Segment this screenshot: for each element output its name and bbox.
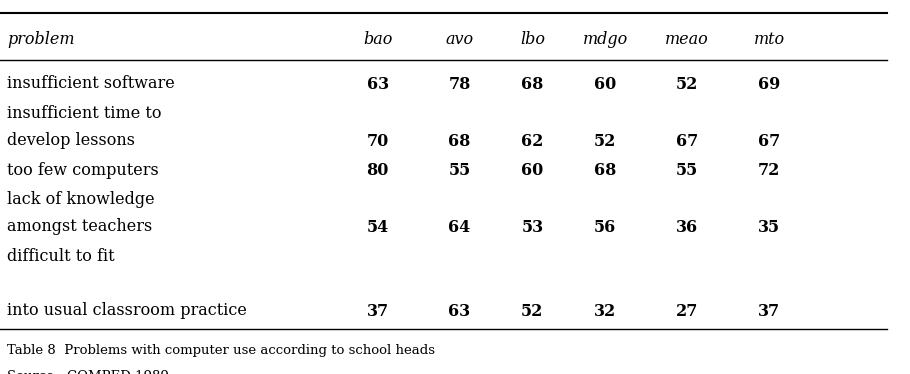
Text: 69: 69 xyxy=(758,76,780,93)
Text: lack of knowledge: lack of knowledge xyxy=(7,191,155,208)
Text: Source:  COMPED 1989: Source: COMPED 1989 xyxy=(7,370,169,374)
Text: mdgo: mdgo xyxy=(582,31,628,48)
Text: 52: 52 xyxy=(676,76,698,93)
Text: 68: 68 xyxy=(521,76,543,93)
Text: 68: 68 xyxy=(594,162,616,180)
Text: 54: 54 xyxy=(367,219,389,236)
Text: 68: 68 xyxy=(449,132,470,150)
Text: 67: 67 xyxy=(758,132,780,150)
Text: 52: 52 xyxy=(521,303,543,320)
Text: amongst teachers: amongst teachers xyxy=(7,218,153,235)
Text: bao: bao xyxy=(363,31,392,48)
Text: 72: 72 xyxy=(758,162,780,180)
Text: lbo: lbo xyxy=(520,31,545,48)
Text: meao: meao xyxy=(665,31,709,48)
Text: 67: 67 xyxy=(676,132,698,150)
Text: 80: 80 xyxy=(367,162,389,180)
Text: 35: 35 xyxy=(758,219,780,236)
Text: develop lessons: develop lessons xyxy=(7,132,136,148)
Text: insufficient time to: insufficient time to xyxy=(7,105,162,122)
Text: 36: 36 xyxy=(676,219,698,236)
Text: 32: 32 xyxy=(594,303,616,320)
Text: 62: 62 xyxy=(521,132,543,150)
Text: into usual classroom practice: into usual classroom practice xyxy=(7,302,248,319)
Text: avo: avo xyxy=(446,31,473,48)
Text: too few computers: too few computers xyxy=(7,162,159,178)
Text: 56: 56 xyxy=(594,219,616,236)
Text: Table 8  Problems with computer use according to school heads: Table 8 Problems with computer use accor… xyxy=(7,344,435,357)
Text: 63: 63 xyxy=(449,303,470,320)
Text: difficult to fit: difficult to fit xyxy=(7,248,115,265)
Text: 55: 55 xyxy=(676,162,698,180)
Text: 37: 37 xyxy=(758,303,780,320)
Text: insufficient software: insufficient software xyxy=(7,75,175,92)
Text: 64: 64 xyxy=(449,219,470,236)
Text: 70: 70 xyxy=(367,132,389,150)
Text: 52: 52 xyxy=(594,132,616,150)
Text: problem: problem xyxy=(7,31,75,48)
Text: mto: mto xyxy=(753,31,784,48)
Text: 37: 37 xyxy=(367,303,389,320)
Text: 78: 78 xyxy=(449,76,470,93)
Text: 63: 63 xyxy=(367,76,389,93)
Text: 27: 27 xyxy=(676,303,698,320)
Text: 60: 60 xyxy=(594,76,616,93)
Text: 55: 55 xyxy=(449,162,470,180)
Text: 60: 60 xyxy=(521,162,543,180)
Text: 53: 53 xyxy=(521,219,543,236)
